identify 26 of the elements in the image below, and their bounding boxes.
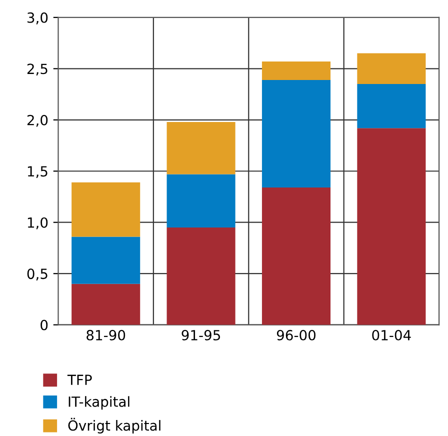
bar — [166, 174, 236, 228]
y-tick-label: 2,5 — [27, 64, 48, 76]
bar — [262, 62, 331, 80]
x-tick-label: 81-90 — [86, 330, 126, 340]
y-tick-label: 1,0 — [28, 217, 48, 230]
bar — [357, 84, 426, 128]
x-tick-label: 91-95 — [182, 330, 220, 340]
legend-label: IT-kapital — [68, 396, 130, 410]
bar — [166, 227, 236, 325]
bar — [262, 188, 331, 325]
bar — [357, 128, 426, 325]
x-tick-label: 01-04 — [372, 330, 411, 340]
y-tick-label: 2,0 — [27, 114, 48, 127]
bar — [166, 122, 236, 174]
y-tick-label: 3,0 — [27, 12, 48, 24]
bar — [72, 236, 140, 284]
legend-label: Övrigt kapital — [68, 418, 160, 434]
y-tick-label: 1,5 — [28, 166, 48, 178]
y-tick-label: 0 — [40, 320, 48, 330]
bar — [72, 284, 140, 325]
bar — [357, 53, 426, 84]
bar — [262, 80, 331, 188]
legend-label: TFP — [67, 374, 92, 385]
bar — [72, 182, 140, 237]
x-tick-label: 96-00 — [276, 330, 316, 340]
y-tick-label: 0,5 — [27, 268, 48, 280]
